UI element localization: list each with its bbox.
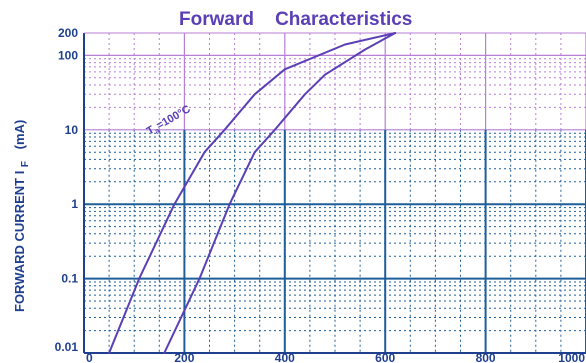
y-tick-label: 1 [71,197,78,211]
x-tick-layer: 0 200 400 600 800 1000 [86,351,585,363]
y-tick-label: 0.1 [61,272,78,286]
y-axis-label: FORWARD CURRENT I F (mA) [12,120,31,312]
y-axis-label-group: FORWARD CURRENT I F (mA) [12,120,31,312]
x-tick-label: 600 [375,351,395,363]
series-line-1 [108,32,397,354]
series-label-subscript: a [153,126,162,136]
y-axis-label-main: FORWARD CURRENT I [12,171,27,312]
x-tick-label: 800 [476,351,496,363]
y-tick-label: 10 [65,123,79,137]
y-tick-label: 100 [58,48,78,62]
grid-layer [84,33,586,354]
y-axis-label-subscript: F [20,161,31,167]
x-tick-label: 1000 [558,351,585,363]
y-tick-label: 200 [58,26,78,40]
x-tick-label: 200 [174,351,194,363]
y-tick-layer: 0.01 0.1 1 10 100 200 [55,26,79,354]
y-axis-label-unit: (mA) [12,120,27,150]
series-line-2 [163,32,397,354]
chart-title: Forward Characteristics [179,9,412,30]
series-layer [108,32,397,354]
x-tick-label: 0 [86,351,93,363]
plot-frame [83,32,586,354]
y-tick-label: 0.01 [55,340,79,354]
x-tick-label: 400 [275,351,295,363]
